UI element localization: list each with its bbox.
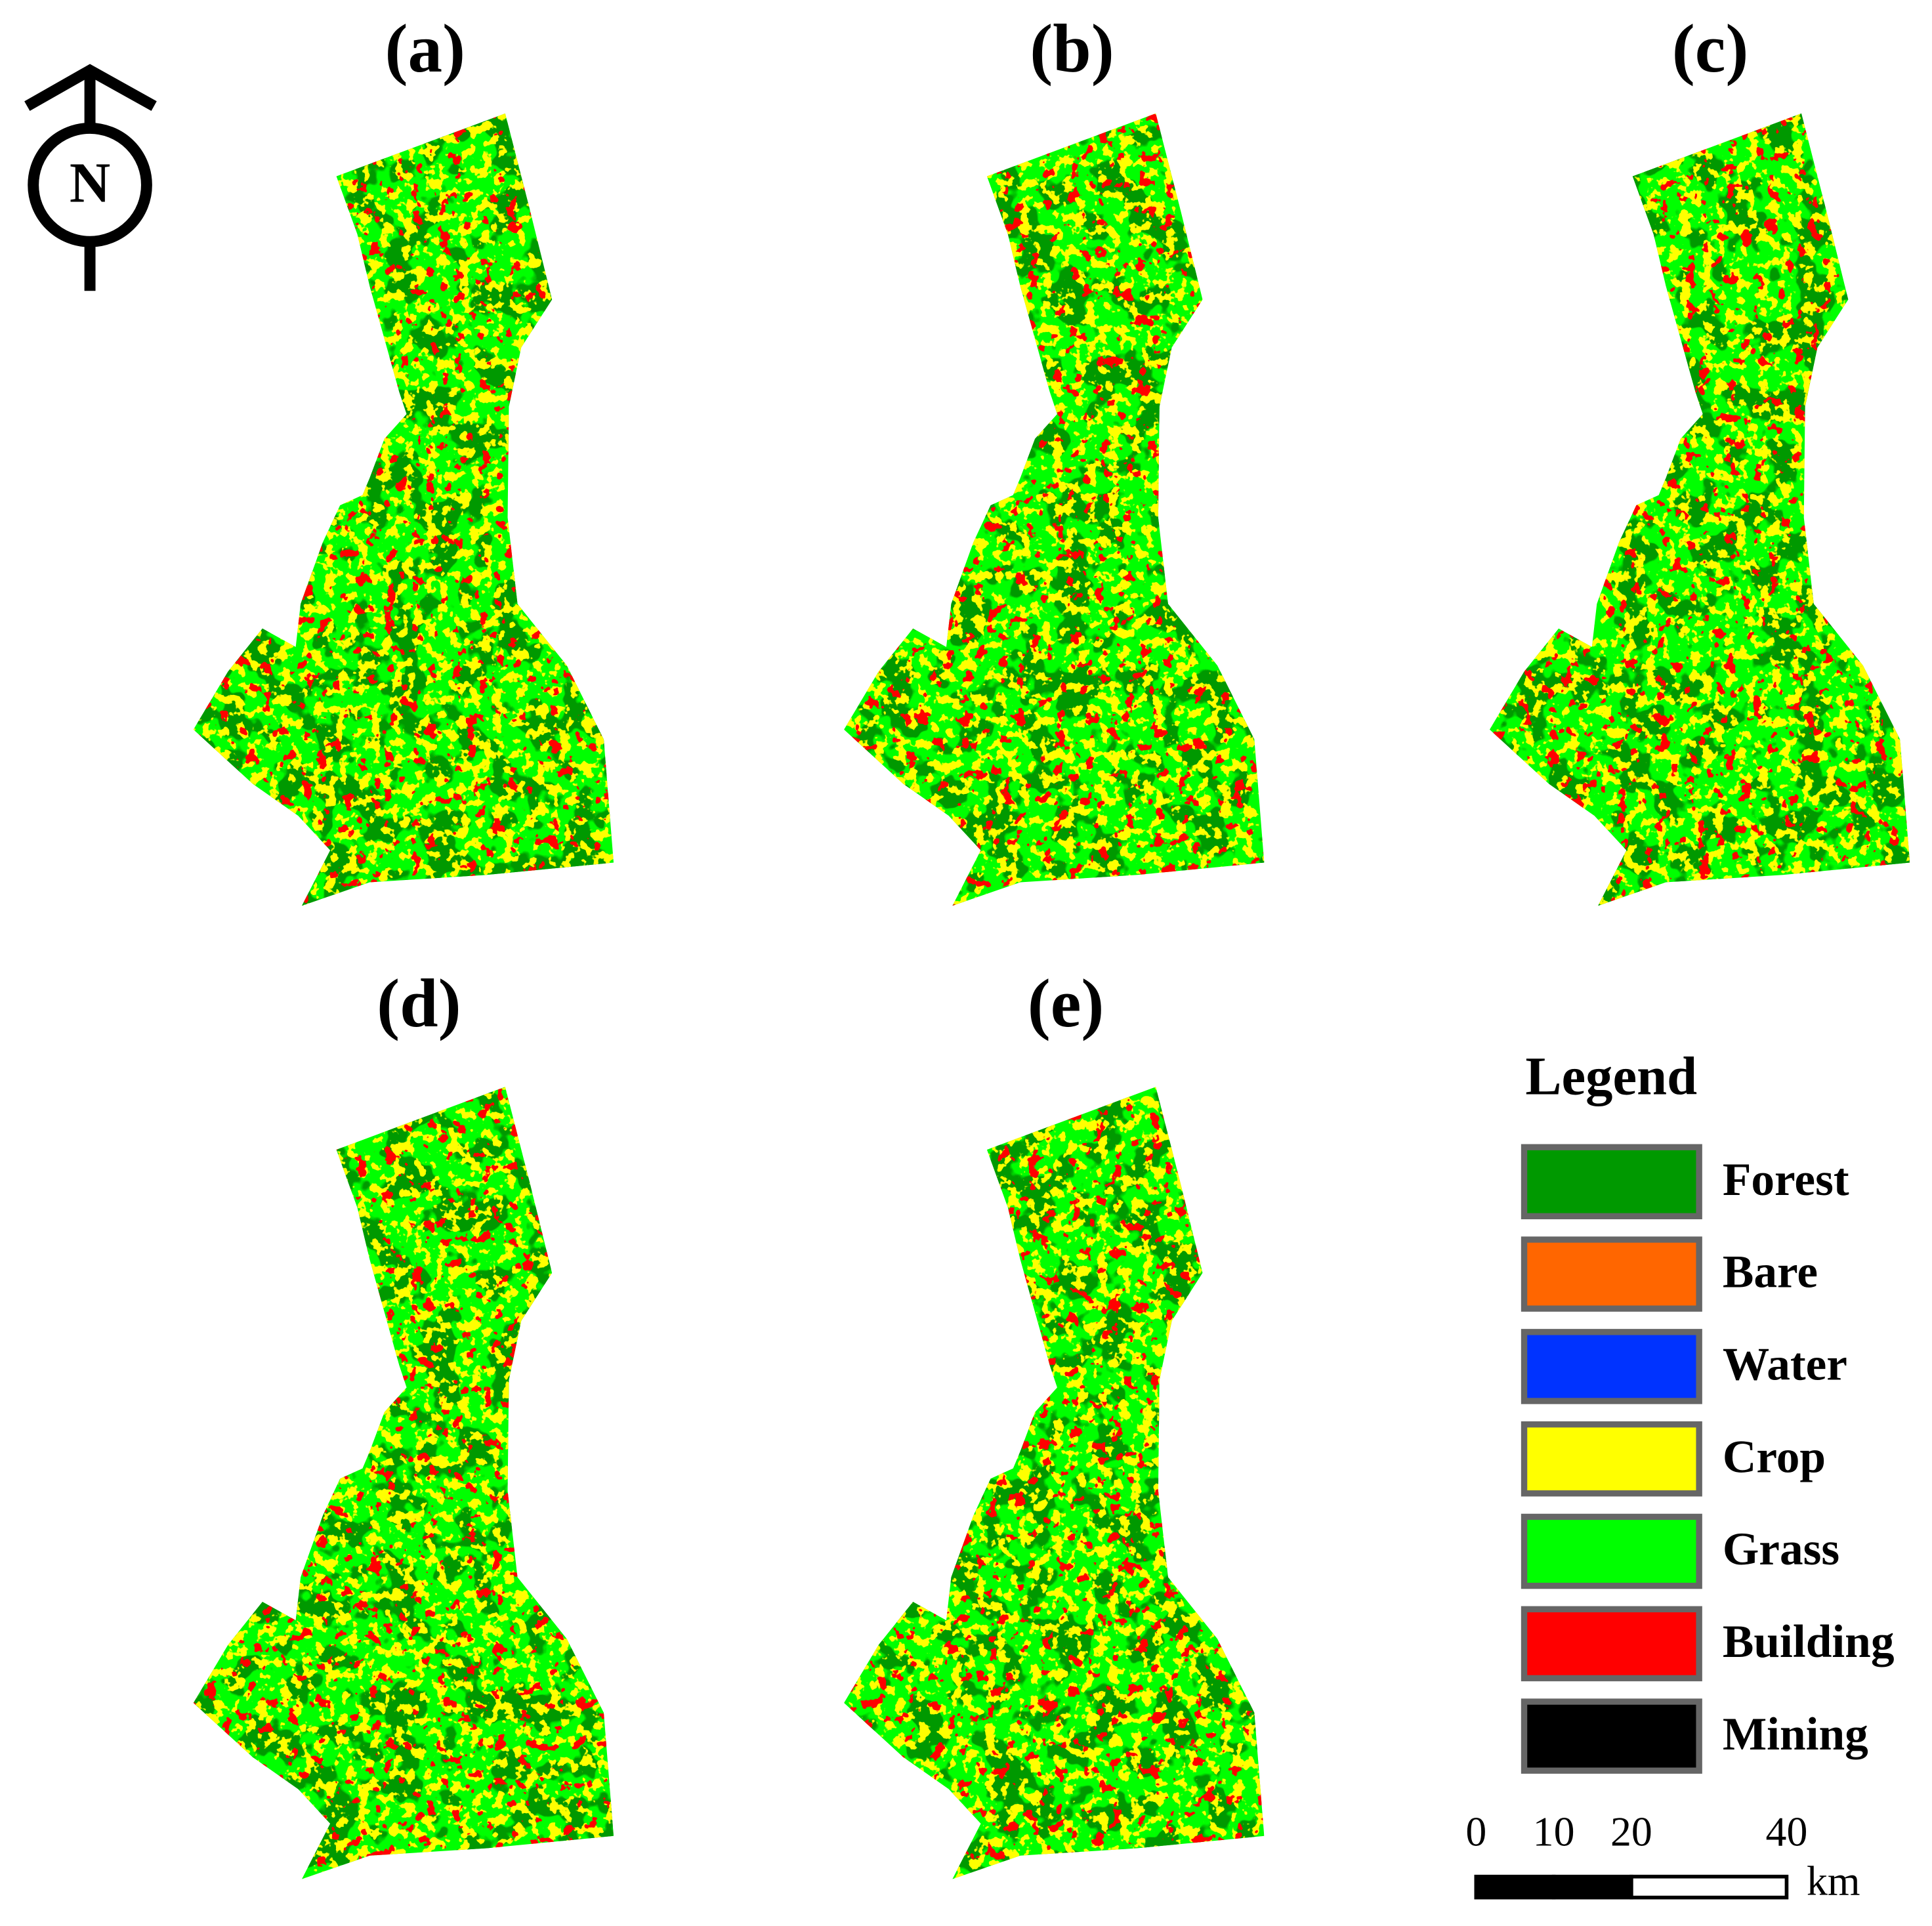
scale-label: 40 <box>1766 1808 1808 1854</box>
map-panel: (a) <box>193 10 614 906</box>
legend-label: Building <box>1723 1616 1895 1667</box>
scale-segment <box>1629 1874 1789 1900</box>
legend-swatch <box>1521 1421 1702 1497</box>
legend-swatch <box>1521 1236 1702 1312</box>
map-panel: (b) <box>844 10 1265 906</box>
scale-unit: km <box>1807 1858 1860 1904</box>
land-cover-map <box>844 113 1265 906</box>
legend-swatch <box>1521 1513 1702 1589</box>
scale-label: 0 <box>1465 1808 1486 1854</box>
legend-label: Bare <box>1723 1246 1818 1298</box>
north-head <box>24 64 157 112</box>
legend: Legend Forest Bare Water Crop Grass Building Mi… <box>1521 1046 1895 1774</box>
panel-label: (e) <box>1028 965 1104 1041</box>
land-cover-map <box>1489 113 1910 906</box>
panel-label: (a) <box>385 10 465 87</box>
panel-label: (b) <box>1030 10 1114 87</box>
map-panel: (e) <box>844 965 1265 1879</box>
scale-segment <box>1551 1874 1633 1900</box>
legend-swatch <box>1521 1329 1702 1404</box>
scale-label: 20 <box>1610 1808 1652 1854</box>
legend-swatch <box>1521 1698 1702 1774</box>
map-panel: (d) <box>193 965 614 1879</box>
map-panel: (c) <box>1489 10 1910 906</box>
land-cover-texture <box>193 1087 614 1879</box>
land-cover-texture <box>1489 113 1910 906</box>
land-cover-texture <box>844 1087 1265 1879</box>
legend-title: Legend <box>1525 1046 1697 1106</box>
scale-segment <box>1474 1874 1556 1900</box>
scale-label: 10 <box>1533 1808 1575 1854</box>
panel-label: (d) <box>377 965 461 1041</box>
legend-label: Mining <box>1723 1708 1868 1760</box>
legend-swatch <box>1521 1144 1702 1220</box>
land-cover-map <box>193 1087 614 1879</box>
legend-label: Crop <box>1723 1431 1826 1482</box>
north-label: N <box>70 151 110 214</box>
north-circle <box>28 123 152 247</box>
land-cover-texture <box>193 113 614 906</box>
panel-label: (c) <box>1672 10 1749 87</box>
legend-label: Grass <box>1723 1523 1839 1575</box>
legend-swatch <box>1521 1606 1702 1682</box>
legend-label: Water <box>1723 1339 1847 1391</box>
land-cover-texture <box>844 113 1265 906</box>
land-cover-map <box>193 113 614 906</box>
north-arrow: N <box>24 64 157 291</box>
legend-label: Forest <box>1723 1154 1849 1205</box>
land-cover-map <box>844 1087 1265 1879</box>
